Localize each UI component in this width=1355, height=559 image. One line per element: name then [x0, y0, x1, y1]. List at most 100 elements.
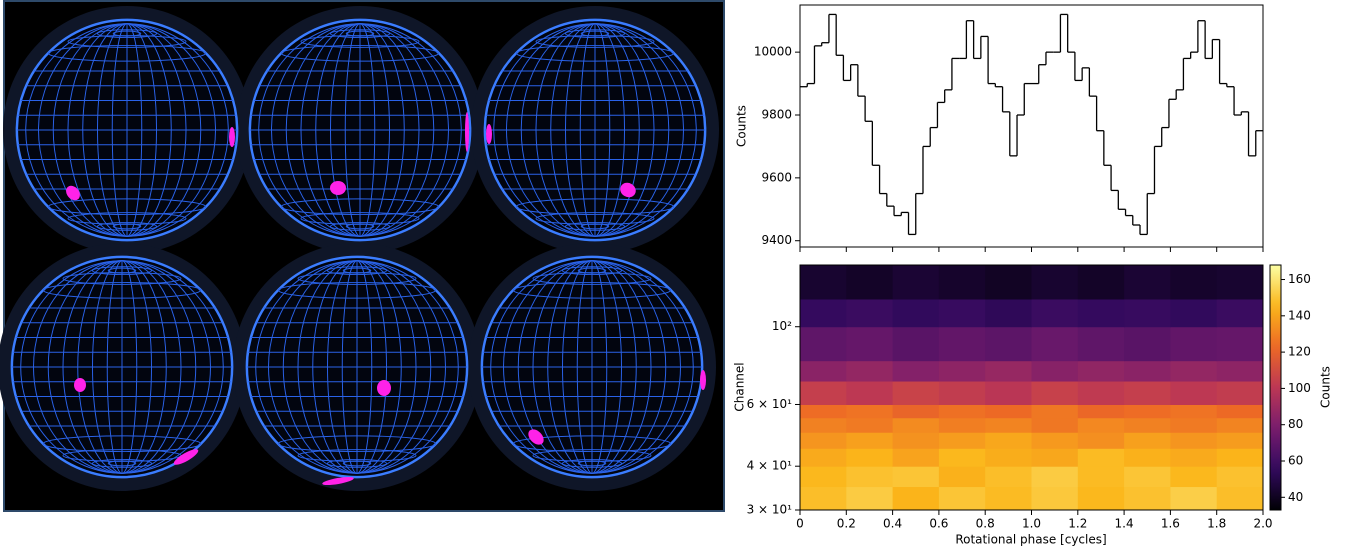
x-tick-label: 0.2	[837, 517, 856, 531]
heatmap-cell	[1031, 381, 1079, 405]
heatmap-cell	[800, 360, 847, 382]
heatmap-cell	[1170, 381, 1218, 405]
y-tick-label: 10000	[754, 45, 792, 59]
heatmap-cell	[1216, 265, 1264, 300]
heatmap-cell	[892, 265, 940, 300]
heatmap-cell	[1124, 404, 1171, 419]
heatmap-cell	[985, 432, 1032, 449]
heatmap-cell	[892, 432, 940, 449]
heatmap-cell	[1170, 448, 1218, 467]
heatmap-cell	[1031, 486, 1079, 511]
heatmap-cell	[938, 381, 986, 405]
heatmap-cell	[985, 404, 1032, 419]
colorbar-tick-label: 60	[1288, 454, 1303, 468]
axes-frame	[799, 4, 1264, 248]
heatmap-cell	[985, 486, 1032, 511]
heatmap-cell	[892, 417, 940, 433]
heatmap-cell	[892, 381, 940, 405]
heatmap-cell	[800, 265, 847, 300]
heatmap-cell	[1124, 417, 1171, 433]
colorbar-tick-label: 140	[1288, 308, 1311, 322]
heatmap-cell	[1077, 486, 1125, 511]
heatmap-cell	[1031, 360, 1079, 382]
heatmap-cell	[846, 432, 894, 449]
heatmap-cell	[800, 466, 847, 488]
y-axis-label: Channel	[733, 362, 747, 411]
heatmap-cell	[1216, 298, 1264, 328]
heatmap-cell	[892, 360, 940, 382]
y-tick-label: 9600	[761, 170, 792, 184]
heatmap-cell	[800, 417, 847, 433]
heatmap-cell	[1124, 432, 1171, 449]
heatmap-cell	[846, 404, 894, 419]
x-tick-label: 1.0	[1022, 517, 1041, 531]
heatmap-cell	[985, 448, 1032, 467]
heatmap-cell	[985, 298, 1032, 328]
heatmap-cell	[938, 486, 986, 511]
x-tick-label: 1.4	[1115, 517, 1134, 531]
heatmap-cell	[1170, 404, 1218, 419]
colorbar-tick-label: 80	[1288, 417, 1303, 431]
heatmap-cell	[938, 298, 986, 328]
heatmap-cell	[1170, 466, 1218, 488]
heatmap-cell	[1031, 417, 1079, 433]
heatmap-cell	[1124, 381, 1171, 405]
heatmap-cell	[800, 298, 847, 328]
colorbar	[1269, 264, 1282, 511]
heatmap-cell	[985, 265, 1032, 300]
heatmap-cell	[1031, 466, 1079, 488]
heatmap-cell	[1124, 486, 1171, 511]
heatmap-cell	[800, 381, 847, 405]
heatmap-cell	[1077, 432, 1125, 449]
heatmap-cell	[1216, 466, 1264, 488]
x-tick-label: 0.8	[976, 517, 995, 531]
heatmap-cell	[846, 326, 894, 362]
heatmap-cell	[1124, 265, 1171, 300]
heatmap-cell	[800, 326, 847, 362]
heatmap-cell	[1170, 417, 1218, 433]
colorbar-tick-label: 40	[1288, 490, 1303, 504]
heatmap-cell	[1170, 486, 1218, 511]
heatmap-cell	[846, 448, 894, 467]
heatmap-cell	[892, 466, 940, 488]
heatmap-cell	[892, 404, 940, 419]
heatmap-cell	[846, 486, 894, 511]
heatmap-cell	[1170, 298, 1218, 328]
heatmap-cell	[1077, 381, 1125, 405]
heatmap-cell	[1031, 326, 1079, 362]
colorbar-label: Counts	[1319, 366, 1333, 408]
heatmap-cell	[1170, 360, 1218, 382]
heatmap-cell	[892, 486, 940, 511]
heatmap-cell	[1124, 448, 1171, 467]
heatmap-cell	[1124, 466, 1171, 488]
x-axis-label: Rotational phase [cycles]	[955, 533, 1106, 547]
y-tick-label: 10²	[772, 319, 792, 333]
heatmap-cell	[1216, 381, 1264, 405]
heatmap-cell	[1031, 298, 1079, 328]
heatmap-cell	[846, 265, 894, 300]
heatmap-cell	[938, 326, 986, 362]
x-tick-label: 0.6	[929, 517, 948, 531]
heatmap-cell	[985, 417, 1032, 433]
colorbar-tick-label: 100	[1288, 381, 1311, 395]
heatmap-cell	[938, 417, 986, 433]
heatmap-cell	[1216, 326, 1264, 362]
heatmap-cell	[892, 326, 940, 362]
x-tick-label: 0.4	[883, 517, 902, 531]
heatmap-cell	[892, 298, 940, 328]
heatmap-cell	[1031, 432, 1079, 449]
heatmap-cell	[1077, 265, 1125, 300]
heatmap-cell	[938, 466, 986, 488]
heatmap-cell	[985, 381, 1032, 405]
heatmap-cell	[846, 381, 894, 405]
y-tick-label: 6 × 10¹	[747, 397, 793, 411]
heatmap-cell	[846, 298, 894, 328]
heatmap-cell	[892, 448, 940, 467]
heatmap-cell	[1077, 360, 1125, 382]
x-tick-label: 1.8	[1207, 517, 1226, 531]
heatmap-cell	[846, 360, 894, 382]
globe-panel	[0, 0, 725, 512]
heatmap-cell	[1077, 404, 1125, 419]
heatmap-cell	[800, 404, 847, 419]
